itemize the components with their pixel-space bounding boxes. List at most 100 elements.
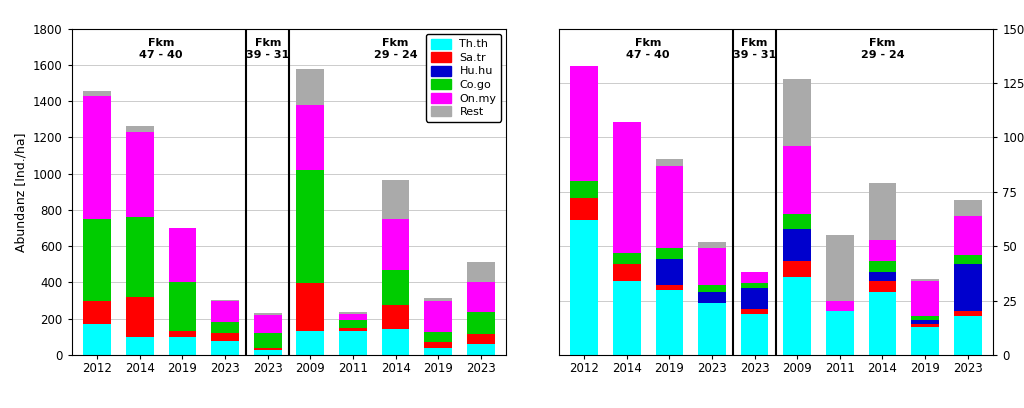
Bar xyxy=(826,311,854,355)
Bar xyxy=(868,281,896,292)
Bar xyxy=(783,229,811,262)
Bar xyxy=(169,228,197,282)
Bar xyxy=(698,285,726,292)
Bar xyxy=(655,166,683,248)
Bar xyxy=(126,217,154,297)
Bar xyxy=(297,170,325,283)
Bar xyxy=(211,301,239,322)
Bar xyxy=(467,334,495,344)
Bar xyxy=(169,282,197,331)
Bar xyxy=(570,198,598,220)
Bar xyxy=(467,262,495,282)
Bar xyxy=(783,277,811,355)
Bar xyxy=(698,242,726,248)
Bar xyxy=(570,66,598,181)
Bar xyxy=(424,298,452,301)
Bar xyxy=(783,262,811,277)
Bar xyxy=(570,181,598,198)
Bar xyxy=(254,350,282,355)
Bar xyxy=(467,282,495,313)
Bar xyxy=(911,320,939,324)
Bar xyxy=(613,264,641,281)
Bar xyxy=(613,281,641,355)
Bar xyxy=(382,219,410,270)
Bar xyxy=(783,213,811,229)
Bar xyxy=(954,264,982,311)
Text: Fkm
47 - 40: Fkm 47 - 40 xyxy=(139,38,183,60)
Bar xyxy=(211,322,239,333)
Bar xyxy=(382,329,410,355)
Bar xyxy=(467,313,495,334)
Bar xyxy=(254,348,282,350)
Bar xyxy=(868,262,896,272)
Bar xyxy=(655,290,683,355)
Bar xyxy=(424,348,452,355)
Bar xyxy=(297,69,325,105)
Bar xyxy=(740,288,768,309)
Bar xyxy=(740,272,768,283)
Bar xyxy=(655,259,683,285)
Text: Fkm
47 - 40: Fkm 47 - 40 xyxy=(627,38,670,60)
Bar xyxy=(126,126,154,132)
Bar xyxy=(826,301,854,311)
Bar xyxy=(126,337,154,355)
Bar xyxy=(740,314,768,355)
Bar xyxy=(954,200,982,216)
Bar xyxy=(297,105,325,170)
Bar xyxy=(83,95,111,219)
Bar xyxy=(297,331,325,355)
Bar xyxy=(698,248,726,285)
Bar xyxy=(211,341,239,355)
Bar xyxy=(911,316,939,320)
Bar xyxy=(211,333,239,341)
Bar xyxy=(570,220,598,355)
Bar xyxy=(339,331,367,355)
Bar xyxy=(613,253,641,264)
Bar xyxy=(382,305,410,329)
Bar xyxy=(613,122,641,253)
Bar xyxy=(740,309,768,314)
Bar xyxy=(382,270,410,305)
Bar xyxy=(911,324,939,327)
Bar xyxy=(126,297,154,337)
Y-axis label: Abundanz [Ind./ha]: Abundanz [Ind./ha] xyxy=(14,132,28,251)
Bar xyxy=(424,342,452,348)
Bar xyxy=(83,324,111,355)
Bar xyxy=(954,311,982,316)
Bar xyxy=(254,313,282,315)
Bar xyxy=(868,239,896,262)
Bar xyxy=(868,183,896,239)
Bar xyxy=(655,285,683,290)
Bar xyxy=(126,132,154,217)
Bar xyxy=(254,315,282,333)
Bar xyxy=(698,303,726,355)
Bar xyxy=(655,159,683,166)
Bar xyxy=(911,279,939,281)
Bar xyxy=(954,255,982,264)
Bar xyxy=(868,292,896,355)
Bar xyxy=(382,180,410,219)
Bar xyxy=(339,314,367,319)
Bar xyxy=(783,146,811,213)
Bar xyxy=(339,328,367,331)
Bar xyxy=(954,216,982,255)
Bar xyxy=(655,248,683,259)
Bar xyxy=(740,283,768,288)
Bar xyxy=(83,301,111,324)
Legend: Th.th, Sa.tr, Hu.hu, Co.go, On.my, Rest: Th.th, Sa.tr, Hu.hu, Co.go, On.my, Rest xyxy=(426,34,501,122)
Bar xyxy=(339,319,367,328)
Bar xyxy=(783,79,811,146)
Bar xyxy=(424,332,452,342)
Bar xyxy=(911,281,939,316)
Bar xyxy=(467,344,495,355)
Bar xyxy=(698,292,726,303)
Text: Fkm
39 - 31: Fkm 39 - 31 xyxy=(733,38,776,60)
Bar xyxy=(169,337,197,355)
Bar xyxy=(211,299,239,301)
Text: Fkm
29 - 24: Fkm 29 - 24 xyxy=(374,38,418,60)
Bar xyxy=(424,301,452,332)
Text: Fkm
29 - 24: Fkm 29 - 24 xyxy=(860,38,904,60)
Bar xyxy=(954,316,982,355)
Bar xyxy=(83,219,111,301)
Bar xyxy=(297,283,325,331)
